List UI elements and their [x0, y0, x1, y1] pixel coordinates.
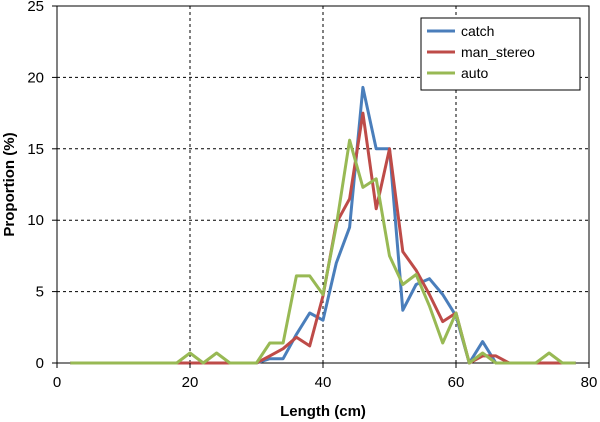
legend-box [420, 17, 581, 91]
series-lines [70, 85, 576, 365]
y-tick-label: 10 [27, 212, 44, 229]
legend-label-auto: auto [461, 65, 488, 81]
x-tick-label: 20 [182, 374, 199, 391]
y-tick-label: 5 [36, 284, 44, 301]
y-tick-label: 0 [36, 355, 44, 372]
axis-ticks: 0 20 40 60 80 0 5 10 15 20 25 [27, 0, 597, 391]
y-tick-label: 15 [27, 141, 44, 158]
series-line-auto [70, 138, 576, 365]
legend-label-catch: catch [461, 23, 494, 39]
y-axis-label: Proportion (%) [1, 132, 18, 236]
x-tick-label: 80 [581, 374, 598, 391]
legend-label-man_stereo: man_stereo [461, 44, 535, 60]
x-tick-label: 0 [53, 374, 61, 391]
x-axis-label: Length (cm) [280, 403, 366, 420]
y-tick-label: 20 [27, 69, 44, 86]
x-tick-label: 60 [448, 374, 465, 391]
x-tick-label: 40 [315, 374, 332, 391]
y-tick-label: 25 [27, 0, 44, 15]
